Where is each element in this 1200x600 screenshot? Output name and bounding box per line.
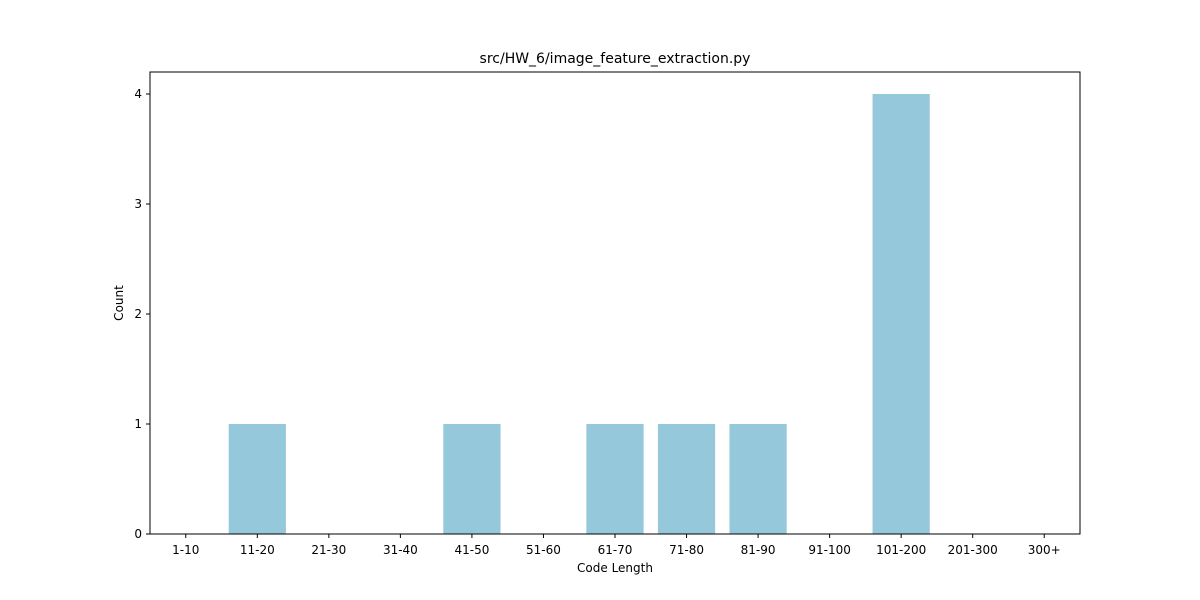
x-axis-label: Code Length xyxy=(577,561,653,575)
y-axis: 0 1 2 3 4 xyxy=(134,87,150,541)
chart-title: src/HW_6/image_feature_extraction.py xyxy=(480,51,751,67)
x-tick-label: 51-60 xyxy=(526,543,561,557)
x-axis: 1-10 11-20 21-30 31-40 41-50 51-60 61-70 71-80 8… xyxy=(172,534,1061,557)
bar-101-200 xyxy=(872,94,930,534)
x-tick-label: 201-300 xyxy=(948,543,998,557)
y-tick-label: 0 xyxy=(134,527,142,541)
x-tick-label: 1-10 xyxy=(172,543,199,557)
y-axis-label: Count xyxy=(112,285,126,321)
x-tick-label: 61-70 xyxy=(598,543,633,557)
y-tick-label: 2 xyxy=(134,307,142,321)
x-tick-label: 91-100 xyxy=(808,543,851,557)
y-tick-label: 3 xyxy=(134,197,142,211)
bar-41-50 xyxy=(443,424,501,534)
x-tick-label: 81-90 xyxy=(741,543,776,557)
x-tick-label: 21-30 xyxy=(311,543,346,557)
x-tick-label: 71-80 xyxy=(669,543,704,557)
x-tick-label: 101-200 xyxy=(876,543,926,557)
bar-11-20 xyxy=(228,424,286,534)
bar-71-80 xyxy=(657,424,716,534)
bar-61-70 xyxy=(586,424,644,534)
x-tick-label: 300+ xyxy=(1028,543,1061,557)
x-tick-label: 11-20 xyxy=(240,543,275,557)
bar-81-90 xyxy=(729,424,787,534)
y-tick-label: 1 xyxy=(134,417,142,431)
y-tick-label: 4 xyxy=(134,87,142,101)
bars-group xyxy=(228,94,930,534)
x-tick-label: 31-40 xyxy=(383,543,418,557)
x-tick-label: 41-50 xyxy=(454,543,489,557)
